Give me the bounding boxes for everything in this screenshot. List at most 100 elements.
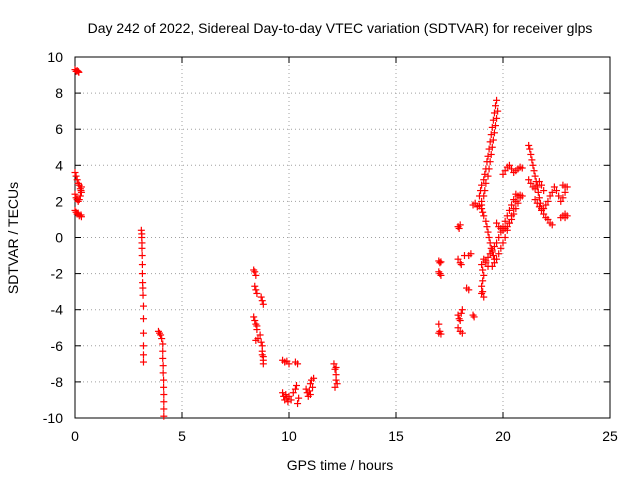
data-point — [488, 262, 496, 270]
y-tick-label: 10 — [47, 49, 63, 65]
axis-ticks — [74, 56, 611, 419]
data-point — [72, 172, 80, 180]
data-point — [160, 412, 168, 420]
data-point — [525, 176, 533, 184]
data-point — [331, 365, 339, 373]
y-tick-label: 0 — [55, 230, 63, 246]
data-point — [478, 197, 486, 205]
data-point — [458, 306, 466, 314]
data-point — [535, 203, 543, 211]
data-point — [456, 221, 464, 229]
data-point — [159, 347, 167, 355]
data-point — [508, 215, 516, 223]
data-point — [256, 331, 264, 339]
data-point — [480, 192, 488, 200]
data-point — [306, 391, 314, 399]
data-point — [309, 383, 317, 391]
data-point — [531, 172, 539, 180]
data-point — [508, 201, 516, 209]
data-point — [478, 181, 486, 189]
data-point — [530, 167, 538, 175]
data-point — [531, 196, 539, 204]
data-point — [485, 165, 493, 173]
data-point — [333, 380, 341, 388]
data-point — [159, 340, 167, 348]
data-point — [493, 255, 501, 263]
data-point — [139, 329, 147, 337]
data-point — [480, 271, 488, 279]
data-point — [553, 187, 560, 195]
data-point — [294, 400, 302, 408]
data-point — [540, 205, 548, 213]
data-point — [139, 351, 147, 359]
data-point — [305, 387, 313, 395]
data-point — [287, 396, 295, 404]
data-point — [437, 258, 445, 266]
x-tick-label: 0 — [71, 428, 79, 444]
data-point — [310, 374, 318, 382]
data-point — [534, 188, 542, 196]
data-point — [526, 145, 534, 153]
data-point — [484, 253, 492, 261]
data-point — [488, 143, 496, 151]
x-tick-label: 25 — [602, 428, 618, 444]
data-point — [253, 289, 261, 297]
data-point — [479, 266, 487, 274]
y-tick-label: 4 — [55, 157, 63, 173]
data-point — [139, 342, 147, 350]
data-point — [518, 164, 526, 172]
data-point — [456, 317, 464, 325]
data-point — [555, 192, 563, 200]
data-point — [481, 170, 489, 178]
data-point — [158, 335, 166, 343]
data-point — [490, 243, 498, 251]
data-point — [159, 362, 167, 370]
data-point — [74, 67, 82, 75]
data-point — [535, 178, 543, 186]
data-point — [486, 250, 494, 258]
data-point — [493, 96, 501, 104]
data-point — [503, 223, 511, 231]
data-point — [527, 150, 535, 158]
data-point — [501, 217, 509, 225]
data-point — [251, 317, 259, 325]
data-point — [529, 161, 537, 169]
data-point — [484, 228, 492, 236]
data-point — [528, 156, 536, 164]
data-point — [478, 289, 486, 297]
data-point — [284, 398, 292, 406]
data-point — [291, 385, 299, 393]
data-point — [257, 338, 265, 346]
data-point — [457, 309, 465, 317]
data-point — [544, 215, 552, 223]
data-point — [76, 192, 84, 200]
data-point — [493, 239, 501, 247]
data-point — [252, 286, 260, 294]
data-point — [258, 297, 266, 305]
data-point — [160, 405, 168, 413]
data-point — [495, 234, 503, 241]
y-tick-label: -10 — [43, 410, 63, 426]
x-tick-label: 20 — [495, 428, 511, 444]
data-point — [75, 196, 83, 204]
data-point — [561, 214, 569, 222]
data-point — [454, 324, 462, 332]
data-point — [510, 210, 518, 218]
data-point — [499, 170, 507, 178]
data-point — [251, 268, 259, 276]
data-point — [548, 221, 556, 229]
y-tick-label: -8 — [51, 374, 64, 390]
data-point — [501, 167, 509, 175]
data-point — [331, 383, 339, 391]
data-point — [258, 351, 266, 359]
x-tick-labels: 0 5 10 15 20 25 — [71, 428, 618, 444]
data-point — [484, 172, 492, 180]
data-point — [512, 205, 520, 213]
data-point — [501, 234, 509, 241]
data-point — [71, 190, 79, 198]
data-point — [302, 385, 310, 393]
data-point — [559, 194, 567, 202]
data-point — [454, 255, 462, 263]
data-point — [294, 360, 302, 368]
data-point — [465, 286, 473, 294]
